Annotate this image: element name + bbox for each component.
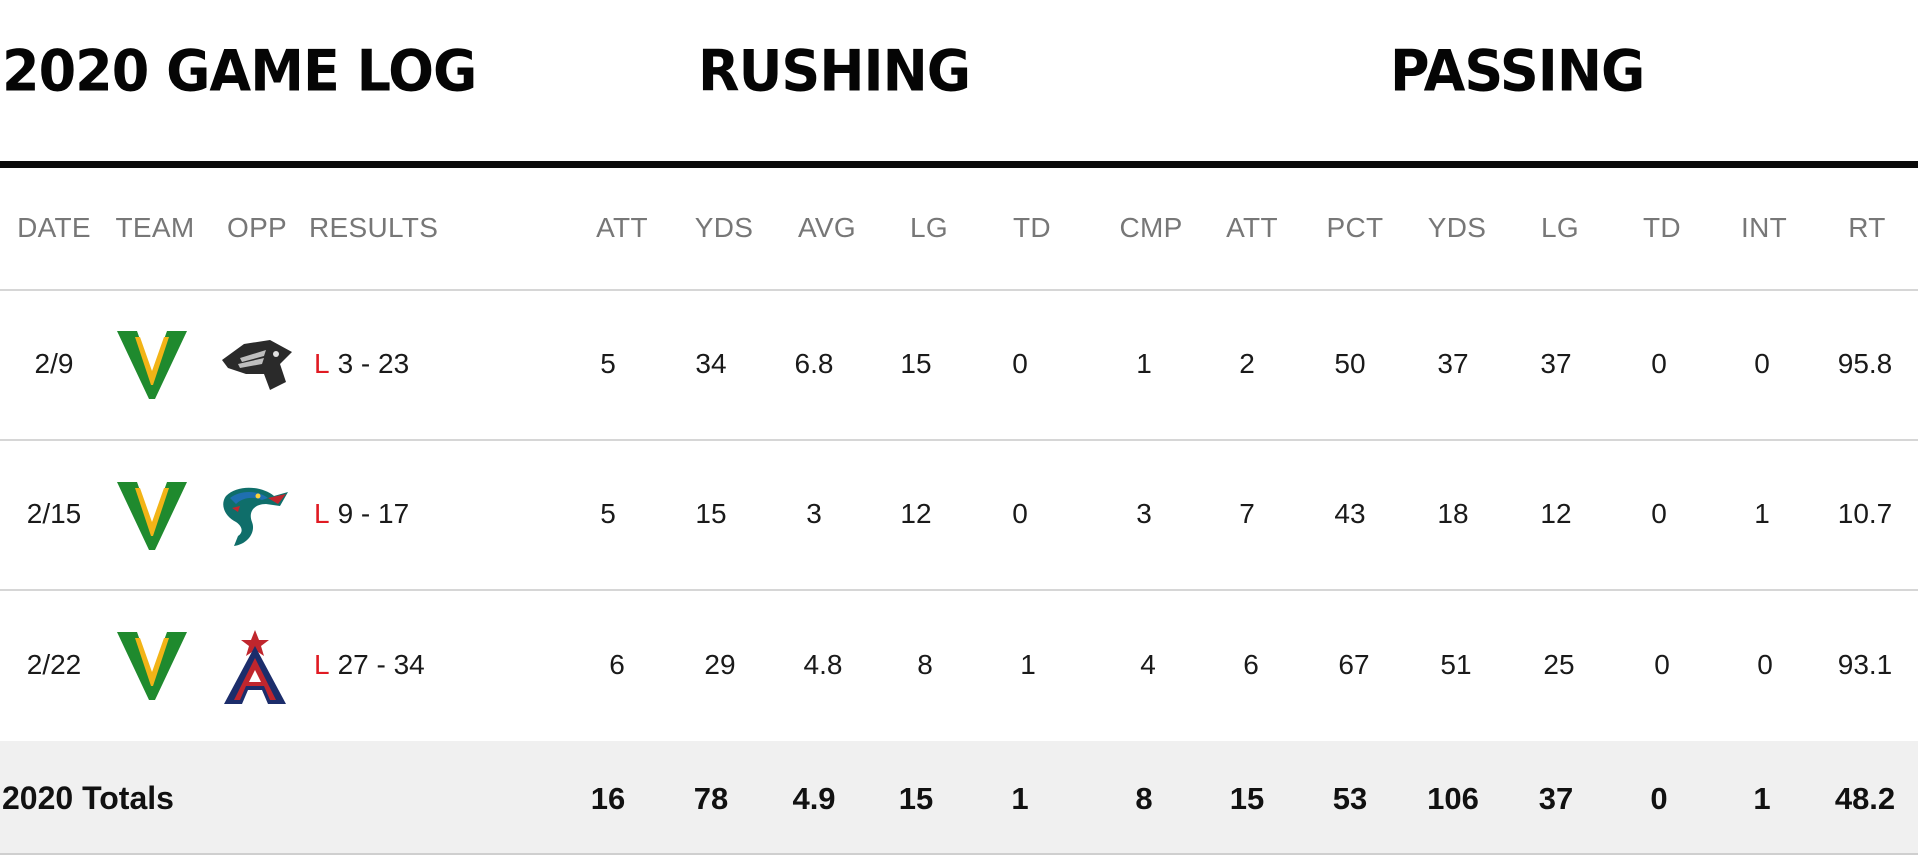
row-divider (0, 289, 1918, 291)
result-outcome: L (314, 649, 330, 680)
row-divider (0, 589, 1918, 591)
result-score: 9 - 17 (337, 498, 410, 529)
result-outcome: L (314, 498, 330, 529)
totals-label: 2020 Totals (2, 780, 174, 816)
vipers-v-logo-icon (117, 632, 187, 700)
result-score: 3 - 23 (337, 348, 410, 379)
wildcats-logo-icon (224, 630, 286, 704)
row-divider (0, 439, 1918, 441)
rushing-section-title: RUSHING (698, 38, 971, 105)
totals-row (0, 741, 1918, 853)
col-header-results: RESULTS (309, 212, 439, 243)
game-log-title: 2020 GAME LOG (2, 38, 477, 105)
header-divider (0, 161, 1918, 168)
passing-section-title: PASSING (1390, 38, 1645, 105)
dragons-logo-icon (223, 487, 288, 546)
vipers-v-logo-icon (117, 331, 187, 399)
result-outcome: L (314, 348, 330, 379)
result-score: 27 - 34 (337, 649, 425, 680)
game-result: L 27 - 34 (314, 649, 425, 681)
table-bottom-border (0, 853, 1918, 855)
vipers-v-logo-icon (117, 482, 187, 550)
renegades-logo-icon (222, 340, 292, 390)
